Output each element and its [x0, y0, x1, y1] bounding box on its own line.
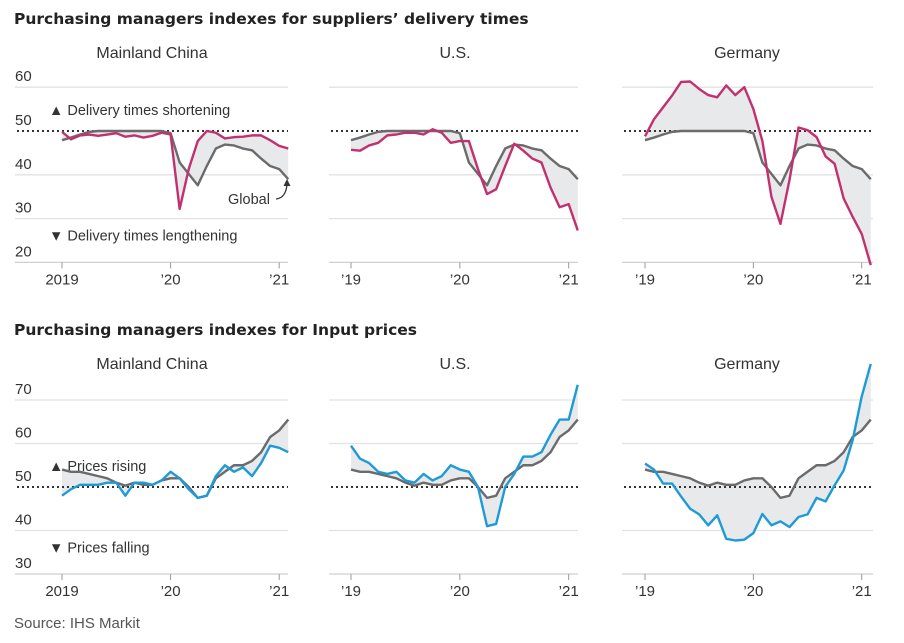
x-tick-label: 2019: [45, 583, 78, 600]
panel-mainland-china-prices: Mainland China 2019 ’20 ’21: [15, 356, 289, 600]
country-series-line: [643, 80, 872, 266]
global-series-line: [61, 418, 290, 500]
x-tick-label: ’21: [852, 583, 872, 600]
x-tick-label: ’20: [161, 583, 181, 600]
x-tick-label: ’21: [269, 271, 289, 288]
country-series-line: [61, 444, 289, 500]
arrowhead-icon: [283, 179, 291, 186]
country-series-line: [644, 363, 872, 542]
panel-title: Germany: [714, 45, 780, 62]
panel-title: Mainland China: [96, 45, 207, 62]
panel-title: U.S.: [439, 45, 470, 62]
global-series-line: [350, 418, 579, 500]
country-series-line: [350, 128, 579, 231]
y-tick-label: 60: [15, 68, 32, 85]
x-tick-label: ’19: [341, 583, 361, 600]
global-series-line: [644, 129, 872, 187]
annotation-below-50: ▼ Prices falling: [49, 540, 150, 556]
country-series-line: [61, 129, 289, 211]
y-tick-label: 70: [15, 381, 32, 398]
y-tick-label: 50: [15, 468, 32, 485]
annotation-above-50: ▲ Delivery times shortening: [49, 103, 230, 119]
y-tick-label: 60: [15, 425, 32, 442]
panel-mainland-china-delivery: Mainland China 2019 ’20 ’21 Global: [15, 45, 291, 288]
country-series-line: [350, 384, 579, 528]
x-tick-label: ’21: [269, 583, 289, 600]
x-tick-label: ’20: [161, 271, 181, 288]
y-tick-label: 30: [15, 200, 32, 217]
panel-title: U.S.: [439, 356, 470, 373]
y-tick-label: 30: [15, 555, 32, 572]
gap-shading: [645, 81, 871, 266]
y-tick-label: 50: [15, 112, 32, 129]
x-tick-label: ’19: [341, 271, 361, 288]
x-tick-label: ’20: [450, 271, 470, 288]
x-tick-label: ’20: [743, 583, 763, 600]
panel-germany-delivery: Germany ’19 ’20 ’21: [622, 45, 873, 288]
panel-germany-prices: Germany ’19 ’20 ’21: [622, 356, 873, 600]
section-title-delivery: Purchasing managers indexes for supplier…: [14, 10, 529, 28]
x-tick-label: ’19: [635, 583, 655, 600]
x-tick-label: ’21: [559, 271, 579, 288]
panel-u-s--delivery: U.S. ’19 ’20 ’21: [329, 45, 579, 288]
section-title-prices: Purchasing managers indexes for Input pr…: [14, 321, 417, 339]
gap-shading: [351, 129, 578, 231]
global-series-line: [61, 129, 290, 187]
annotation-below-50: ▼ Delivery times lengthening: [49, 229, 237, 245]
y-tick-label: 20: [15, 243, 32, 260]
panel-title: Germany: [714, 356, 780, 373]
source-note: Source: IHS Markit: [14, 615, 141, 632]
x-tick-label: 2019: [45, 271, 78, 288]
x-tick-label: ’20: [743, 271, 763, 288]
global-label-arrow: [275, 183, 288, 200]
y-tick-label: 40: [15, 512, 32, 529]
gap-shading: [645, 363, 871, 541]
x-tick-label: ’21: [852, 271, 872, 288]
x-tick-label: ’19: [635, 271, 655, 288]
x-tick-label: ’21: [559, 583, 579, 600]
y-tick-label: 40: [15, 156, 32, 173]
global-series-line: [644, 418, 872, 500]
panel-u-s--prices: U.S. ’19 ’20 ’21: [329, 356, 579, 600]
global-series-line: [350, 129, 579, 187]
gap-shading: [351, 384, 578, 527]
panel-title: Mainland China: [96, 356, 207, 373]
x-tick-label: ’20: [450, 583, 470, 600]
global-series-label: Global: [228, 192, 270, 208]
